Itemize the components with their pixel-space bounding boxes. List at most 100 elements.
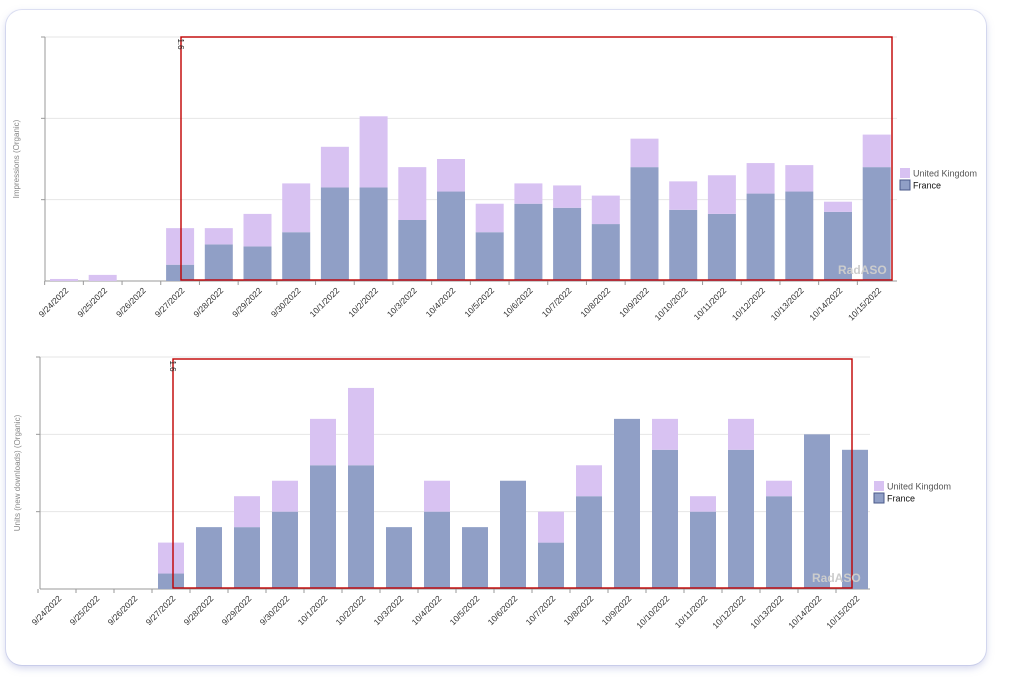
x-tick-label: 10/1/2022 bbox=[307, 285, 341, 319]
bar-france bbox=[514, 203, 543, 281]
x-tick-label: 10/6/2022 bbox=[486, 593, 520, 627]
bar-france bbox=[576, 496, 602, 589]
x-tick-label: 9/30/2022 bbox=[258, 593, 292, 627]
bar-france bbox=[746, 193, 775, 281]
x-tick-label: 10/10/2022 bbox=[652, 285, 689, 322]
x-tick-label: 10/10/2022 bbox=[634, 593, 671, 630]
x-tick-label: 10/1/2022 bbox=[296, 593, 330, 627]
bar-uk bbox=[824, 201, 852, 212]
x-tick-label: 10/5/2022 bbox=[462, 285, 496, 319]
bar-uk bbox=[728, 418, 754, 450]
x-tick-label: 10/3/2022 bbox=[385, 285, 419, 319]
bar-uk bbox=[652, 418, 678, 450]
x-tick-label: 9/24/2022 bbox=[37, 285, 71, 319]
bar-uk bbox=[576, 465, 602, 497]
bar-uk bbox=[310, 418, 336, 466]
x-tick-label: 10/2/2022 bbox=[334, 593, 368, 627]
bar-uk bbox=[166, 228, 195, 265]
bar-france bbox=[630, 167, 659, 281]
bar-uk bbox=[746, 163, 775, 194]
x-tick-label: 10/14/2022 bbox=[786, 593, 823, 630]
x-tick-label: 10/13/2022 bbox=[769, 285, 806, 322]
bar-france bbox=[310, 465, 336, 589]
bar-france bbox=[243, 246, 272, 281]
bar-uk bbox=[282, 183, 311, 233]
bar-france bbox=[553, 207, 582, 281]
bar-uk bbox=[707, 175, 736, 214]
x-tick-label: 10/13/2022 bbox=[748, 593, 785, 630]
bar-france bbox=[690, 511, 716, 589]
x-tick-label: 10/3/2022 bbox=[372, 593, 406, 627]
watermark: RadASO bbox=[838, 263, 887, 277]
x-tick-label: 9/25/2022 bbox=[75, 285, 109, 319]
bar-uk bbox=[785, 165, 814, 192]
x-tick-label: 10/5/2022 bbox=[448, 593, 482, 627]
y-axis-label: Units (new downloads) (Organic) bbox=[13, 414, 22, 531]
bar-uk bbox=[669, 181, 698, 210]
legend-label-france[interactable]: France bbox=[913, 181, 941, 191]
bar-france bbox=[766, 496, 792, 589]
x-tick-label: 9/26/2022 bbox=[114, 285, 148, 319]
x-tick-label: 10/14/2022 bbox=[807, 285, 844, 322]
x-tick-label: 9/27/2022 bbox=[153, 285, 187, 319]
bar-france bbox=[158, 573, 184, 589]
x-tick-label: 9/26/2022 bbox=[106, 593, 140, 627]
bar-uk bbox=[50, 278, 78, 281]
x-tick-label: 9/28/2022 bbox=[182, 593, 216, 627]
bar-france bbox=[348, 465, 374, 589]
x-tick-label: 10/12/2022 bbox=[730, 285, 767, 322]
selection-label: 1.6 bbox=[168, 360, 177, 372]
legend-label-france[interactable]: France bbox=[887, 494, 915, 504]
bar-uk bbox=[690, 496, 716, 512]
x-tick-label: 10/2/2022 bbox=[346, 285, 380, 319]
legend-label-uk[interactable]: United Kingdom bbox=[913, 169, 977, 179]
x-tick-label: 9/29/2022 bbox=[230, 285, 264, 319]
bar-uk bbox=[243, 213, 272, 247]
bar-uk bbox=[475, 203, 504, 233]
bar-france bbox=[652, 449, 678, 589]
x-tick-label: 10/6/2022 bbox=[501, 285, 535, 319]
x-tick-label: 9/29/2022 bbox=[220, 593, 254, 627]
x-tick-label: 10/9/2022 bbox=[617, 285, 651, 319]
chart-1: Impressions (Organic)9/24/2022 9/25/2022 9… bbox=[12, 36, 977, 322]
bar-uk bbox=[424, 480, 450, 512]
bar-uk bbox=[234, 496, 260, 528]
bar-uk bbox=[272, 480, 298, 512]
bar-uk bbox=[862, 134, 891, 168]
bar-france bbox=[398, 220, 427, 281]
x-tick-label: 9/27/2022 bbox=[144, 593, 178, 627]
legend-label-uk[interactable]: United Kingdom bbox=[887, 482, 951, 492]
bar-france bbox=[320, 187, 349, 281]
legend-swatch-uk bbox=[874, 481, 884, 491]
watermark: RadASO bbox=[812, 571, 861, 585]
selection-box[interactable] bbox=[172, 358, 853, 589]
x-tick-label: 9/28/2022 bbox=[191, 285, 225, 319]
bar-france bbox=[824, 211, 852, 281]
bar-france bbox=[785, 191, 814, 281]
bar-uk bbox=[553, 185, 582, 208]
bar-uk bbox=[514, 183, 543, 204]
x-tick-label: 9/30/2022 bbox=[269, 285, 303, 319]
x-tick-label: 10/8/2022 bbox=[578, 285, 612, 319]
x-tick-label: 9/25/2022 bbox=[68, 593, 102, 627]
legend: United Kingdom France bbox=[873, 481, 951, 504]
bar-france bbox=[804, 434, 830, 589]
legend-swatch-uk bbox=[900, 168, 910, 178]
legend-swatch-france bbox=[899, 179, 911, 191]
x-tick-label: 10/4/2022 bbox=[410, 593, 444, 627]
bar-france bbox=[728, 449, 754, 589]
bar-uk bbox=[398, 167, 427, 220]
bar-france bbox=[669, 209, 698, 281]
bar-france bbox=[862, 167, 891, 281]
x-tick-label: 10/7/2022 bbox=[524, 593, 558, 627]
bar-uk bbox=[630, 138, 659, 168]
selection-box[interactable] bbox=[180, 36, 893, 281]
bar-france bbox=[166, 264, 195, 281]
bar-france bbox=[538, 542, 564, 589]
bar-france bbox=[424, 511, 450, 589]
bar-france bbox=[500, 480, 526, 589]
bar-uk bbox=[348, 387, 374, 466]
bar-uk bbox=[204, 228, 233, 245]
x-tick-label: 10/7/2022 bbox=[540, 285, 574, 319]
bar-france bbox=[204, 244, 233, 281]
